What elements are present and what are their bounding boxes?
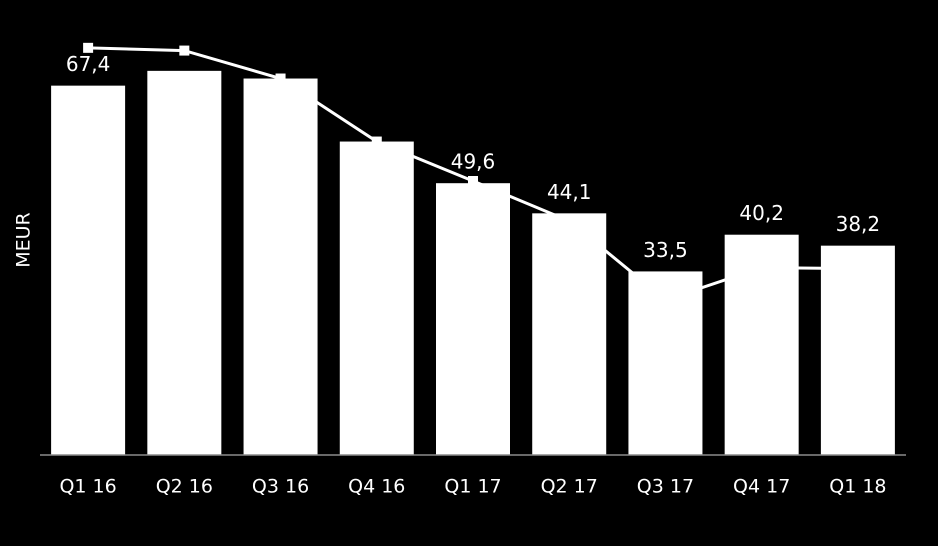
bar (724, 234, 799, 455)
x-tick-label: Q3 17 (637, 476, 694, 498)
bar (339, 141, 414, 455)
value-label: 33,5 (643, 238, 688, 262)
x-tick-label: Q1 17 (444, 476, 501, 498)
bar (628, 271, 703, 455)
x-tick-label: Q3 16 (252, 476, 309, 498)
value-label: 44,1 (547, 180, 592, 204)
value-label: 49,6 (451, 150, 496, 174)
bar (532, 213, 607, 455)
x-tick-label: Q4 17 (733, 476, 790, 498)
bar (243, 78, 318, 456)
line-marker (83, 42, 94, 53)
value-label: 67,4 (66, 52, 111, 76)
bar (820, 245, 895, 455)
y-axis-label: MEUR (13, 212, 35, 268)
x-tick-label: Q2 16 (156, 476, 213, 498)
line-marker (468, 176, 478, 186)
x-tick-label: Q2 17 (541, 476, 598, 498)
bar (147, 70, 222, 456)
value-label: 38,2 (836, 212, 881, 236)
line-marker (179, 45, 190, 56)
bar (436, 183, 510, 455)
x-tick-label: Q1 16 (59, 476, 116, 498)
x-tick-label: Q4 16 (348, 476, 405, 498)
bar (51, 85, 126, 455)
value-label: 40,2 (739, 201, 784, 225)
x-tick-label: Q1 18 (829, 476, 886, 498)
